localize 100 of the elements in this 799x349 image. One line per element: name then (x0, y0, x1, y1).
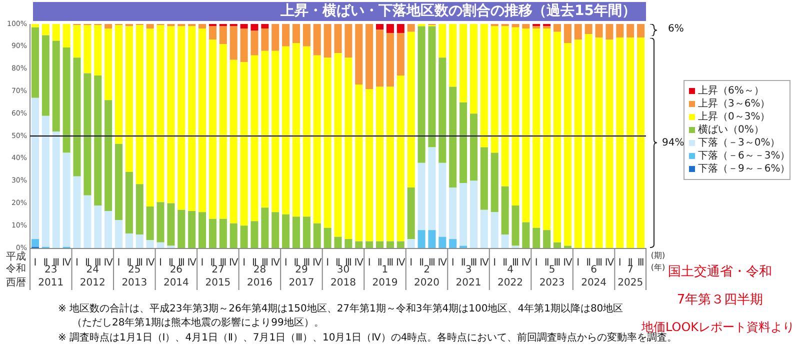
bar (52, 40, 60, 132)
bar (167, 203, 175, 246)
bar (146, 206, 154, 240)
bar (512, 27, 520, 206)
legend-label: 下落（－3～0%） (698, 136, 780, 149)
bar (490, 152, 498, 212)
bar (52, 132, 60, 248)
bar (73, 176, 81, 248)
x-tick-label: Ⅰ (76, 258, 78, 269)
text: 2011 (38, 278, 64, 289)
bar (396, 24, 404, 33)
bar (355, 241, 363, 248)
legend-label: 横ばい（0%） (698, 124, 764, 136)
legend-label: 上昇（0～3%） (698, 110, 770, 123)
bar (480, 147, 488, 210)
bar (501, 234, 509, 248)
text: 23 (44, 264, 58, 276)
bar (606, 40, 614, 248)
bar (470, 180, 478, 248)
bar (94, 25, 102, 76)
bar (344, 239, 352, 248)
bar (606, 24, 614, 40)
bar (396, 32, 404, 76)
bar (522, 222, 530, 248)
bar (115, 144, 123, 220)
bar (564, 24, 572, 44)
x-tick-label: Ⅲ (554, 258, 561, 269)
bar (334, 53, 342, 237)
legend-label: 下落（－6～－3%） (698, 150, 790, 162)
bar (136, 25, 144, 184)
bar (616, 37, 624, 248)
bar (532, 228, 540, 248)
bar (31, 27, 39, 98)
bar (438, 24, 446, 58)
text: 平成 (6, 250, 26, 263)
text: ※ 調査時点は1月1日（Ⅰ）、4月1日（Ⅱ）、7月1日（Ⅲ）、10月1日（Ⅳ）の4時点。各時点において、前回調査時点からの変動率を調査。 (58, 332, 678, 344)
bar (449, 188, 457, 240)
text: 5 (548, 264, 556, 276)
bar (42, 35, 50, 116)
bar (73, 25, 81, 58)
bar (104, 24, 112, 28)
bar (250, 24, 258, 31)
bar (31, 239, 39, 247)
bar (302, 216, 310, 248)
bar (553, 24, 562, 32)
x-tick-label: Ⅳ (354, 258, 364, 269)
bar (292, 43, 300, 217)
text: 令和 (6, 262, 26, 275)
text: 6% (668, 24, 684, 35)
bar (584, 34, 592, 248)
bar (407, 188, 415, 240)
bar (136, 184, 144, 235)
bar (62, 24, 70, 48)
bar (62, 152, 70, 247)
x-tick-label: Ⅰ (534, 258, 538, 269)
bar (418, 26, 426, 163)
bar (282, 214, 290, 248)
bar (125, 233, 133, 248)
bar (460, 24, 468, 102)
x-tick-label: Ⅱ (544, 258, 550, 269)
bar (512, 205, 520, 246)
x-tick-label: Ⅳ (563, 258, 574, 269)
text: 2020 (414, 278, 440, 289)
bar (250, 30, 258, 56)
x-tick-label: Ⅱ (502, 258, 508, 269)
x-tick-label: Ⅳ (187, 258, 198, 269)
bar (146, 240, 154, 248)
bar (324, 24, 332, 58)
x-tick-label: Ⅲ (386, 258, 394, 269)
text: 1 (382, 264, 388, 276)
x-tick-label: Ⅱ (419, 258, 424, 269)
x-tick-label: Ⅳ (438, 258, 448, 269)
x-tick-label: Ⅳ (396, 258, 406, 269)
bar (480, 210, 488, 248)
bar (219, 26, 227, 44)
bar (219, 218, 227, 248)
bar (282, 46, 290, 214)
text: 国土交通省・令和 (668, 263, 772, 280)
bar (136, 234, 144, 248)
bar (208, 40, 216, 219)
bar (313, 223, 321, 248)
text: (期) (650, 251, 666, 260)
text: 25 (128, 264, 141, 276)
bar (366, 88, 374, 242)
bar (31, 98, 39, 240)
bar (501, 186, 509, 235)
bar (188, 211, 196, 248)
bar (156, 242, 164, 248)
bar (240, 24, 248, 28)
x-tick-label: Ⅰ (117, 258, 120, 269)
bar (418, 162, 426, 230)
bar (532, 28, 540, 228)
text: 2017 (288, 278, 314, 289)
bar (261, 50, 269, 208)
text: 2016 (246, 278, 272, 289)
text: 6 (590, 264, 597, 276)
x-tick-label: Ⅰ (242, 258, 246, 269)
bar (470, 24, 478, 114)
bar (626, 37, 634, 248)
x-tick-label: Ⅲ (596, 258, 602, 269)
